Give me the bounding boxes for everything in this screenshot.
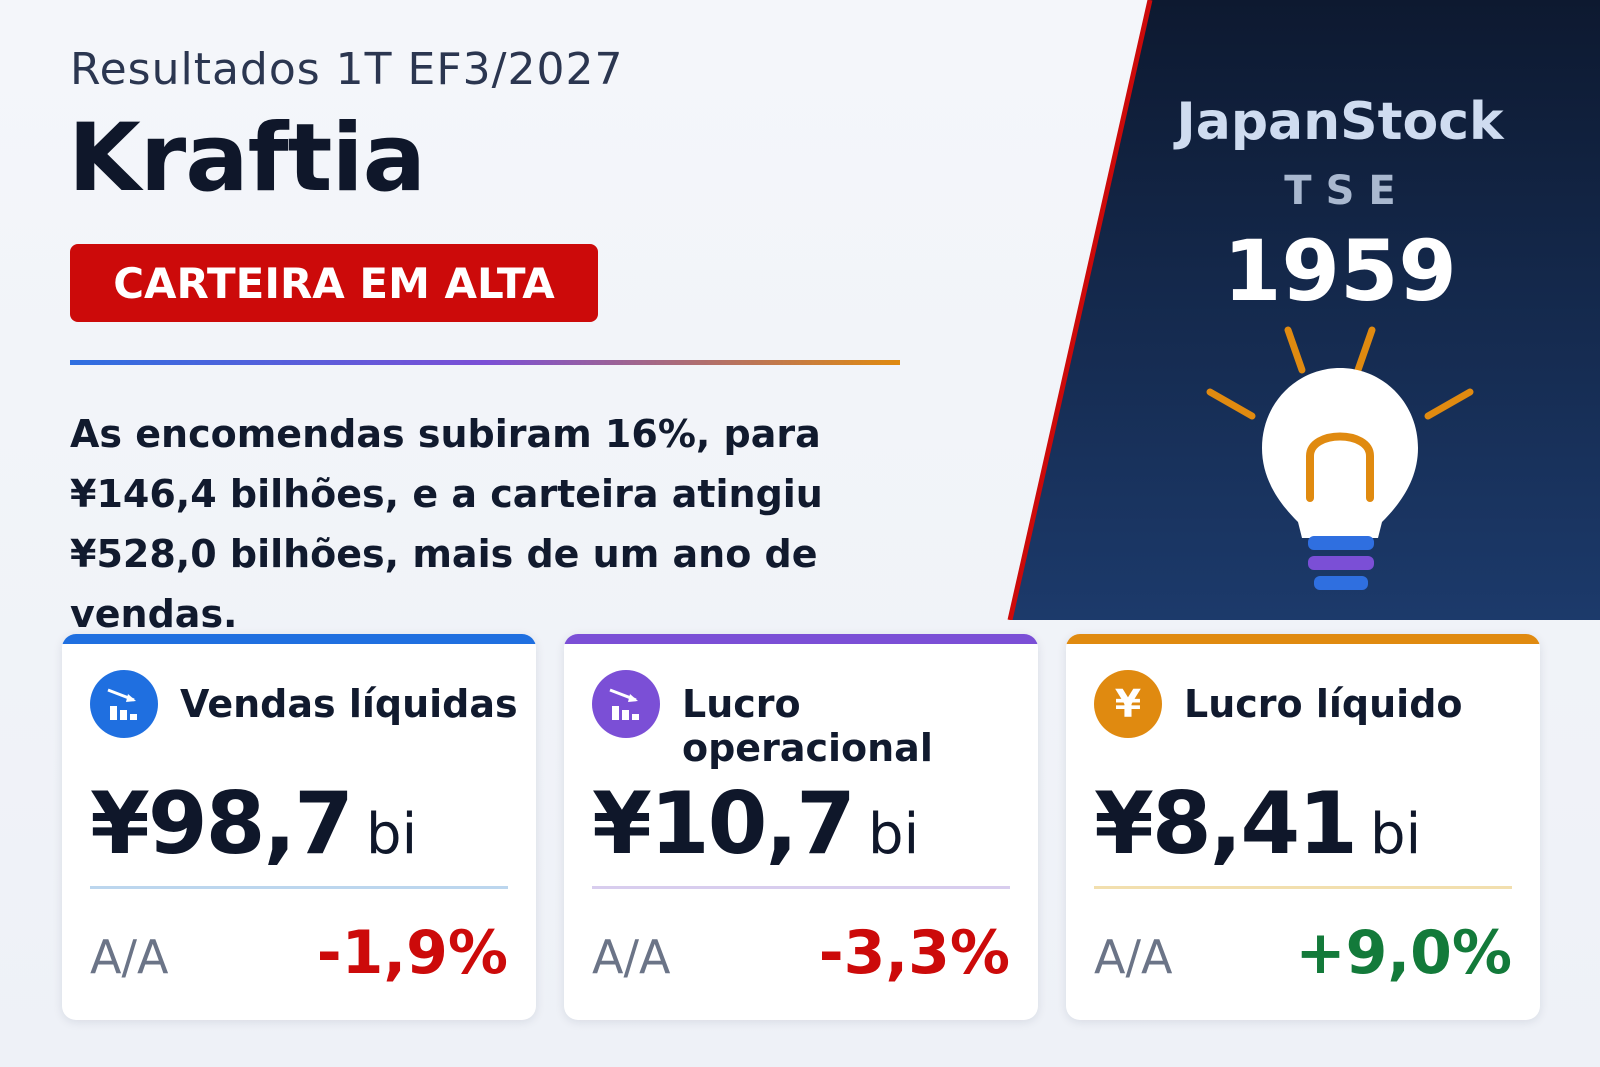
ticker-block: JapanStock TSE 1959 xyxy=(1100,92,1580,320)
period-label: Resultados 1T EF3/2027 xyxy=(70,44,624,95)
yoy-label: A/A xyxy=(592,930,671,984)
bar-chart-down-icon xyxy=(592,670,660,738)
card-title: Lucro operacional xyxy=(682,682,933,770)
yoy-label: A/A xyxy=(90,930,169,984)
company-name: Kraftia xyxy=(68,104,426,213)
yoy-value: -3,3% xyxy=(818,918,1010,988)
bar-chart-down-icon xyxy=(90,670,158,738)
yoy-label: A/A xyxy=(1094,930,1173,984)
yoy-value: +9,0% xyxy=(1295,918,1512,988)
card-amount: ¥8,41 xyxy=(1094,774,1358,874)
card-unit: bi xyxy=(868,802,920,867)
market-code: TSE xyxy=(1284,168,1410,214)
card-value: ¥8,41 bi xyxy=(1094,774,1421,874)
card-amount: ¥10,7 xyxy=(592,774,856,874)
card-value: ¥10,7 bi xyxy=(592,774,919,874)
summary-text: As encomendas subiram 16%, para ¥146,4 b… xyxy=(70,412,823,636)
card-unit: bi xyxy=(1370,802,1422,867)
card-accent-bar xyxy=(62,634,536,644)
gradient-divider xyxy=(70,360,900,365)
status-badge: CARTEIRA EM ALTA xyxy=(70,244,598,322)
card-accent-bar xyxy=(1066,634,1540,644)
card-divider xyxy=(1094,886,1512,889)
card-divider xyxy=(90,886,508,889)
card-title: Lucro líquido xyxy=(1184,682,1463,726)
card-operating-profit: Lucro operacional ¥10,7 bi A/A -3,3% xyxy=(564,634,1038,1020)
card-amount: ¥98,7 xyxy=(90,774,354,874)
card-net-income: ¥ Lucro líquido ¥8,41 bi A/A +9,0% xyxy=(1066,634,1540,1020)
yoy-value: -1,9% xyxy=(316,918,508,988)
card-net-sales: Vendas líquidas ¥98,7 bi A/A -1,9% xyxy=(62,634,536,1020)
card-divider xyxy=(592,886,1010,889)
card-value: ¥98,7 bi xyxy=(90,774,417,874)
brand-name: JapanStock xyxy=(1176,92,1504,152)
ticker-code: 1959 xyxy=(1223,222,1457,320)
lightbulb-icon xyxy=(1206,326,1474,590)
card-unit: bi xyxy=(366,802,418,867)
card-accent-bar xyxy=(564,634,1038,644)
yen-icon: ¥ xyxy=(1094,670,1162,738)
card-title: Vendas líquidas xyxy=(180,682,518,726)
